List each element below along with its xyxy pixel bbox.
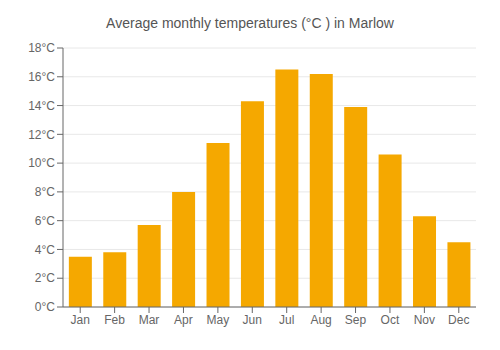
svg-text:16°C: 16°C bbox=[28, 70, 55, 84]
svg-text:Apr: Apr bbox=[174, 313, 193, 327]
svg-text:Jun: Jun bbox=[243, 313, 262, 327]
svg-text:Jul: Jul bbox=[279, 313, 294, 327]
svg-text:Feb: Feb bbox=[104, 313, 125, 327]
html-text:Average monthly temperatures (: Average monthly temperatures (°C ) in Ma… bbox=[106, 15, 394, 31]
svg-text:8°C: 8°C bbox=[35, 185, 55, 199]
svg-text:Jan: Jan bbox=[71, 313, 90, 327]
svg-text:0°C: 0°C bbox=[35, 300, 55, 314]
svg-text:2°C: 2°C bbox=[35, 271, 55, 285]
svg-text:4°C: 4°C bbox=[35, 243, 55, 257]
svg-text:Aug: Aug bbox=[310, 313, 331, 327]
svg-text:12°C: 12°C bbox=[28, 128, 55, 142]
svg-text:14°C: 14°C bbox=[28, 99, 55, 113]
svg-text:18°C: 18°C bbox=[28, 41, 55, 55]
svg-text:Mar: Mar bbox=[139, 313, 160, 327]
svg-text:6°C: 6°C bbox=[35, 214, 55, 228]
svg-text:May: May bbox=[207, 313, 230, 327]
svg-text:Sep: Sep bbox=[345, 313, 367, 327]
svg-text:Nov: Nov bbox=[414, 313, 435, 327]
svg-text:10°C: 10°C bbox=[28, 156, 55, 170]
svg-text:Oct: Oct bbox=[381, 313, 400, 327]
svg-text:Dec: Dec bbox=[448, 313, 469, 327]
